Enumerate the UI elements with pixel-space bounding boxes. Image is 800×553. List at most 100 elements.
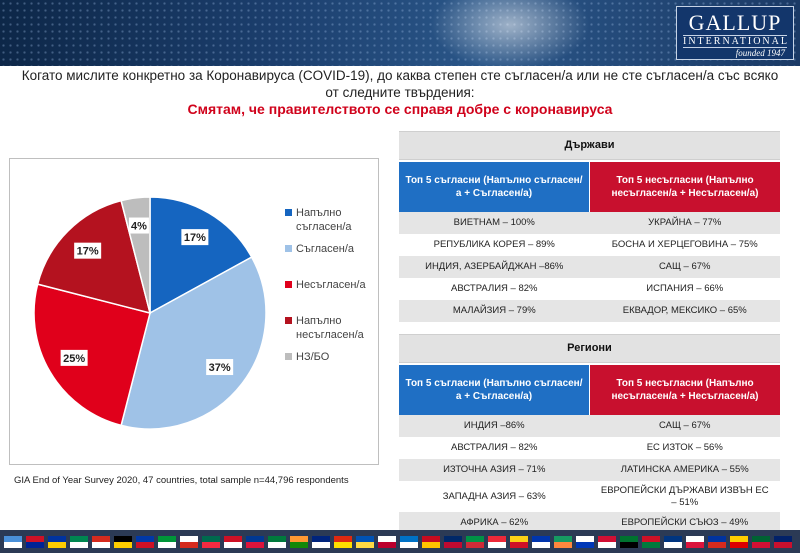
regions-agree-header: Топ 5 съгласни (Напълно съгласен/а + Съг…: [399, 365, 590, 415]
flag-icon: [620, 535, 638, 548]
flags-strip: [0, 530, 800, 553]
flag-icon: [730, 535, 748, 548]
agree-cell: АВСТРАЛИЯ – 82%: [451, 283, 538, 294]
slice-label-box: [206, 359, 234, 376]
flag-icon: [268, 535, 286, 548]
table-row: АФРИКА – 62% ЕВРОПЕЙСКИ СЪЮЗ – 49%: [399, 512, 780, 534]
survey-statement: Смятам, че правителството се справя добр…: [187, 101, 613, 117]
flag-icon: [114, 535, 132, 548]
flag-icon: [4, 535, 22, 548]
flag-icon: [180, 535, 198, 548]
disagree-cell: ИСПАНИЯ – 66%: [646, 283, 724, 294]
flag-icon: [532, 535, 550, 548]
flag-icon: [422, 535, 440, 548]
slice-label: 17%: [74, 242, 102, 259]
slice-label-text: 37%: [209, 362, 231, 374]
regions-section-title: Региони: [399, 334, 780, 363]
table-row: ИЗТОЧНА АЗИЯ – 71% ЛАТИНСКА АМЕРИКА – 55…: [399, 459, 780, 481]
agree-cell: АВСТРАЛИЯ – 82%: [451, 442, 538, 453]
countries-disagree-header: Топ 5 несъгласни (Напълно несъгласен/а +…: [590, 162, 780, 212]
slice-label-text: 17%: [184, 232, 206, 244]
flag-icon: [642, 535, 660, 548]
agree-cell: ВИЕТНАМ – 100%: [453, 217, 535, 228]
countries-header-row: Топ 5 съгласни (Напълно съгласен/а + Съг…: [399, 162, 780, 212]
legend-item: Напълно несъгласен/а: [285, 314, 378, 350]
slice-label-box: [74, 242, 102, 259]
flag-icon: [576, 535, 594, 548]
flag-icon: [598, 535, 616, 548]
flag-icon: [444, 535, 462, 548]
agree-cell: ЗАПАДНА АЗИЯ – 63%: [442, 490, 546, 502]
survey-question: Когато мислите конкретно за Коронавируса…: [21, 68, 779, 100]
table-row: ИНДИЯ –86% САЩ – 67%: [399, 415, 780, 437]
legend-item: Съгласен/а: [285, 242, 378, 278]
agree-cell: ИНДИЯ, АЗЕРБАЙДЖАН –86%: [425, 261, 564, 272]
disagree-cell: ЕВРОПЕЙСКИ ДЪРЖАВИ ИЗВЪН ЕС – 51%: [600, 484, 769, 508]
slice-label: 25%: [60, 349, 88, 366]
flag-icon: [466, 535, 484, 548]
legend-swatch: [285, 317, 292, 324]
flag-icon: [708, 535, 726, 548]
table-row: ВИЕТНАМ – 100% УКРАЙНА – 77%: [399, 212, 780, 234]
table-row: ЗАПАДНА АЗИЯ – 63% ЕВРОПЕЙСКИ ДЪРЖАВИ ИЗ…: [399, 481, 780, 512]
flag-icon: [224, 535, 242, 548]
flag-icon: [752, 535, 770, 548]
flag-icon: [202, 535, 220, 548]
flag-icon: [136, 535, 154, 548]
flag-icon: [70, 535, 88, 548]
countries-section-title: Държави: [399, 131, 780, 160]
flag-icon: [554, 535, 572, 548]
regions-header-row: Топ 5 съгласни (Напълно съгласен/а + Съг…: [399, 365, 780, 415]
table-row: МАЛАЙЗИЯ – 79% ЕКВАДОР, МЕКСИКО – 65%: [399, 300, 780, 322]
banner-pattern: [0, 0, 800, 66]
pie-chart: 17% 37% 25% 17% 4%: [33, 196, 267, 430]
legend-label: Напълно съгласен/а: [296, 207, 352, 233]
legend-swatch: [285, 209, 292, 216]
logo-main: GALLUP: [688, 10, 782, 35]
countries-agree-header: Топ 5 съгласни (Напълно съгласен/а + Съг…: [399, 162, 590, 212]
slice-label: 17%: [181, 229, 209, 246]
table-row: ИНДИЯ, АЗЕРБАЙДЖАН –86% САЩ – 67%: [399, 256, 780, 278]
legend-label: Несъгласен/а: [296, 279, 366, 291]
legend-item: Напълно съгласен/а: [285, 206, 378, 242]
disagree-cell: САЩ – 67%: [659, 420, 711, 431]
slice-label-text: 4%: [131, 221, 147, 233]
legend-swatch: [285, 281, 292, 288]
gallup-logo: GALLUP INTERNATIONAL founded 1947: [676, 6, 794, 60]
legend-swatch: [285, 245, 292, 252]
agree-cell: ИНДИЯ –86%: [463, 420, 525, 431]
flag-icon: [774, 535, 792, 548]
pie-slice: [120, 256, 267, 430]
flag-icon: [686, 535, 704, 548]
banner-glow: [430, 0, 590, 66]
slice-label-text: 25%: [63, 353, 85, 365]
flag-icon: [378, 535, 396, 548]
flag-icon: [356, 535, 374, 548]
legend-label: НЗ/БО: [296, 351, 330, 363]
disagree-cell: ЛАТИНСКА АМЕРИКА – 55%: [620, 464, 749, 475]
flag-icon: [290, 535, 308, 548]
slice-label: 4%: [128, 217, 149, 234]
flag-icon: [312, 535, 330, 548]
flag-icon: [158, 535, 176, 548]
flag-icon: [400, 535, 418, 548]
pie-slice: [149, 196, 253, 315]
table-row: РЕПУБЛИКА КОРЕЯ – 89% БОСНА И ХЕРЦЕГОВИН…: [399, 234, 780, 256]
disagree-cell: ЕКВАДОР, МЕКСИКО – 65%: [622, 305, 747, 316]
disagree-cell: УКРАЙНА – 77%: [648, 217, 722, 228]
slice-label: 37%: [206, 359, 234, 376]
flag-icon: [246, 535, 264, 548]
flag-icon: [92, 535, 110, 548]
slice-label-box: [181, 229, 209, 246]
chart-legend: Напълно съгласен/а Съгласен/а Несъгласен…: [285, 206, 378, 386]
disagree-cell: ЕС ИЗТОК – 56%: [646, 442, 723, 453]
disagree-cell: БОСНА И ХЕРЦЕГОВИНА – 75%: [611, 239, 758, 250]
table-row: АВСТРАЛИЯ – 82% ИСПАНИЯ – 66%: [399, 278, 780, 300]
logo-sub: INTERNATIONAL: [683, 35, 789, 48]
legend-item: Несъгласен/а: [285, 278, 378, 314]
slice-label-text: 17%: [77, 246, 99, 258]
agree-cell: АФРИКА – 62%: [460, 517, 529, 528]
flag-icon: [510, 535, 528, 548]
logo-founded: founded 1947: [735, 48, 785, 58]
agree-cell: ИЗТОЧНА АЗИЯ – 71%: [443, 464, 546, 475]
